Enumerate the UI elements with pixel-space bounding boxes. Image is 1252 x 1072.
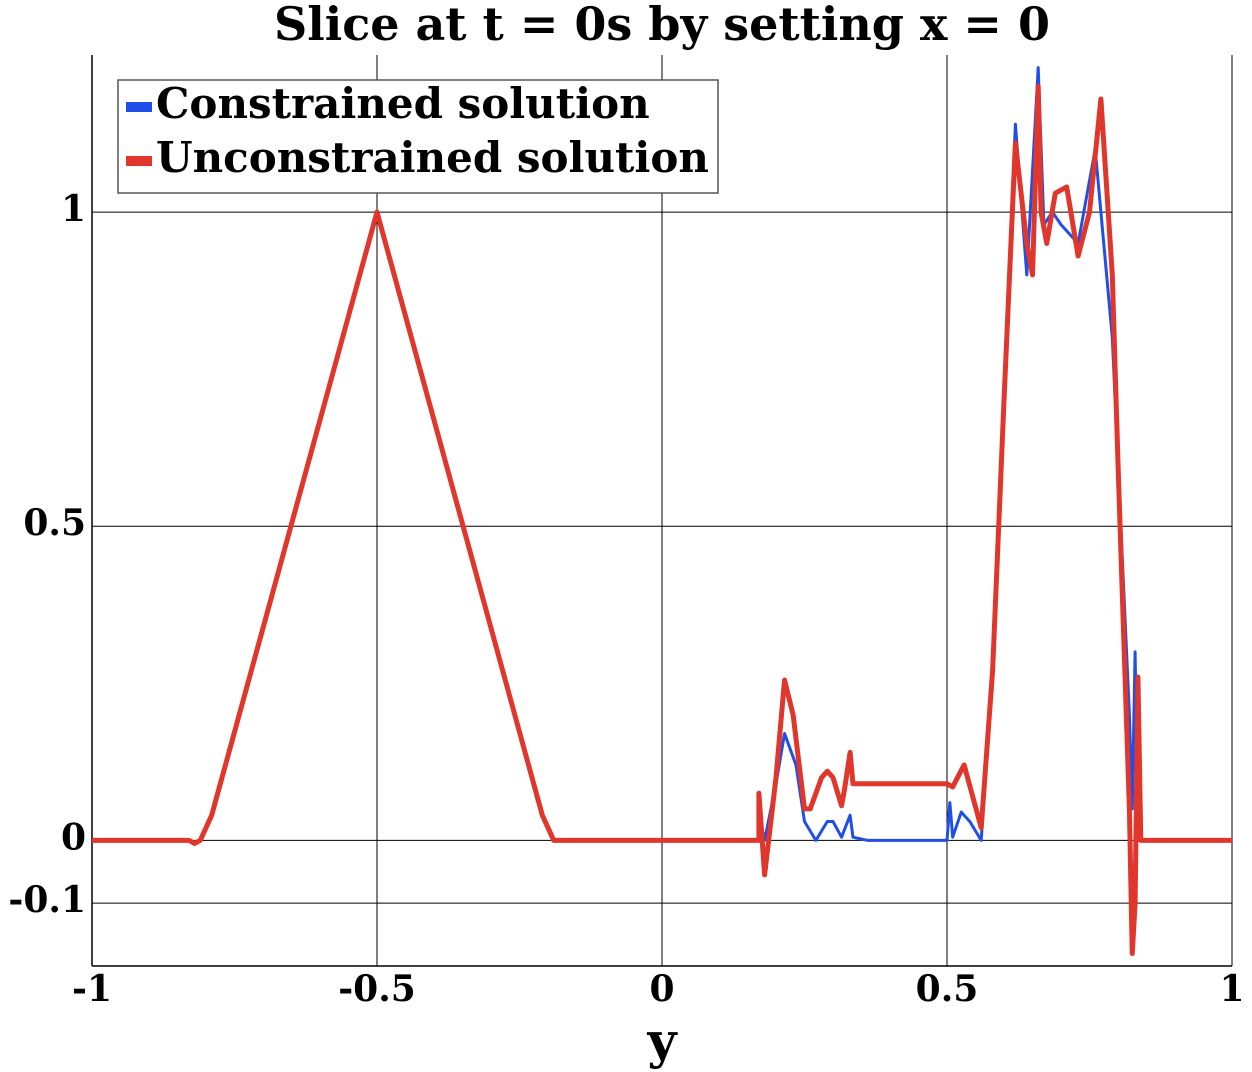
y-tick-label: 1 <box>61 188 86 230</box>
legend-box <box>117 79 719 194</box>
x-tick-label: 0.5 <box>916 968 979 1010</box>
x-axis-label: y <box>646 1011 678 1070</box>
legend-swatch <box>126 102 152 112</box>
legend-label: Constrained solution <box>156 79 650 128</box>
series-line <box>92 83 1232 956</box>
x-tick-label: 1 <box>1219 968 1244 1010</box>
x-tick-label: -0.5 <box>338 968 416 1010</box>
y-tick-label: -0.1 <box>8 879 86 921</box>
legend-swatch <box>126 156 152 166</box>
x-tick-label: -1 <box>72 968 112 1010</box>
x-tick-label: 0 <box>649 968 674 1010</box>
legend-label: Unconstrained solution <box>156 133 709 182</box>
y-tick-label: 0.5 <box>23 502 86 544</box>
chart-title: Slice at t = 0s by setting x = 0 <box>274 0 1050 51</box>
y-tick-label: 0 <box>61 816 86 858</box>
